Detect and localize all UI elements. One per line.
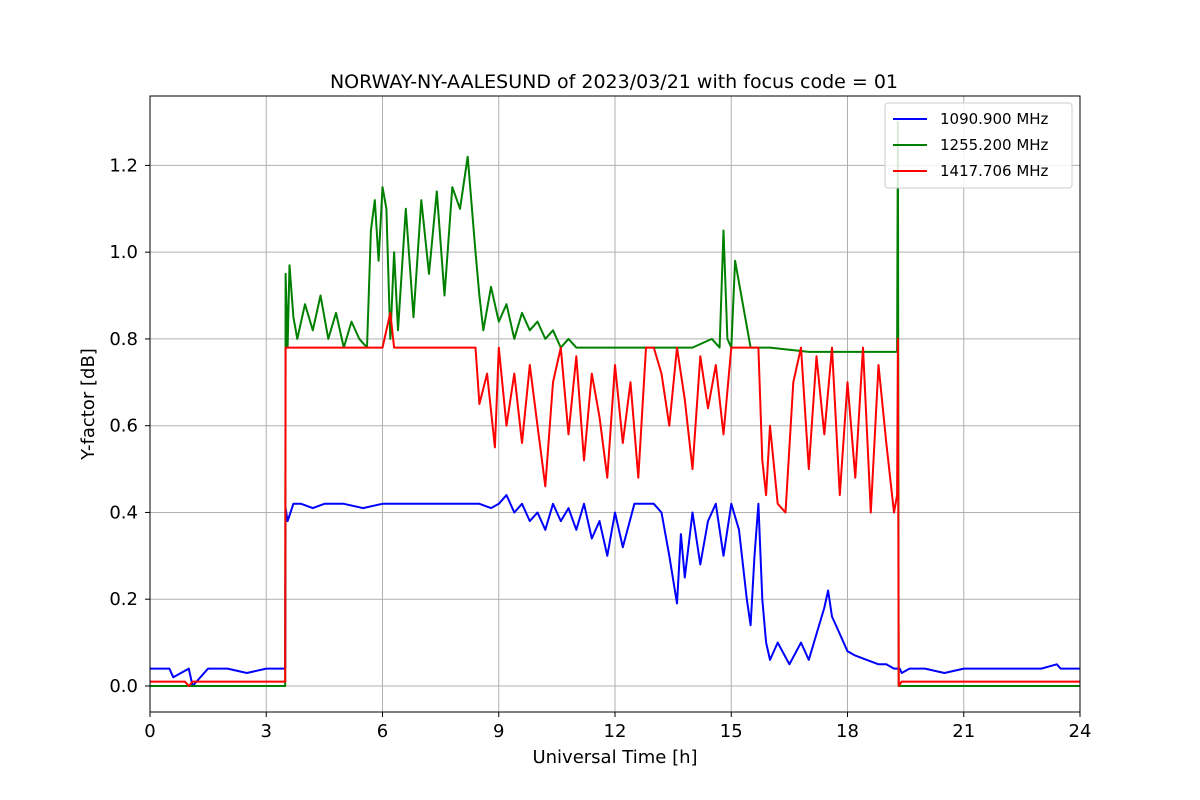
x-axis-label: Universal Time [h] — [532, 747, 697, 768]
legend-entry: 1417.706 MHz — [940, 162, 1049, 180]
y-axis: 0.0 0.2 0.4 0.6 0.8 1.0 1.2 — [109, 155, 150, 697]
y-tick-label: 1.0 — [109, 242, 138, 263]
x-tick-label: 24 — [1069, 721, 1092, 742]
y-tick-label: 0.2 — [109, 589, 138, 610]
y-tick-label: 0.0 — [109, 676, 138, 697]
legend: 1090.900 MHz 1255.200 MHz 1417.706 MHz — [884, 102, 1073, 189]
x-tick-label: 18 — [836, 721, 859, 742]
grid — [149, 96, 1081, 712]
series-layer — [150, 121, 1080, 687]
series-line-1 — [150, 121, 1080, 687]
chart-title: NORWAY-NY-AALESUND of 2023/03/21 with fo… — [330, 71, 898, 93]
x-tick-label: 12 — [604, 721, 627, 742]
x-tick-label: 9 — [493, 721, 504, 742]
legend-entry: 1090.900 MHz — [940, 110, 1049, 128]
y-tick-label: 0.4 — [109, 502, 138, 523]
y-tick-label: 0.8 — [109, 329, 138, 350]
x-tick-label: 3 — [261, 721, 272, 742]
legend-box — [884, 102, 1073, 189]
y-tick-label: 1.2 — [109, 155, 138, 176]
y-axis-label: Y-factor [dB] — [78, 348, 99, 461]
y-tick-label: 0.6 — [109, 416, 138, 437]
legend-entry: 1255.200 MHz — [940, 136, 1049, 154]
series-line-2 — [150, 311, 1080, 687]
series-line-0 — [150, 494, 1080, 687]
x-tick-label: 0 — [144, 721, 155, 742]
x-tick-label: 6 — [377, 721, 388, 742]
x-tick-label: 21 — [952, 721, 975, 742]
x-tick-label: 15 — [720, 721, 743, 742]
x-axis: 0 3 6 9 12 15 18 21 24 — [144, 712, 1091, 742]
